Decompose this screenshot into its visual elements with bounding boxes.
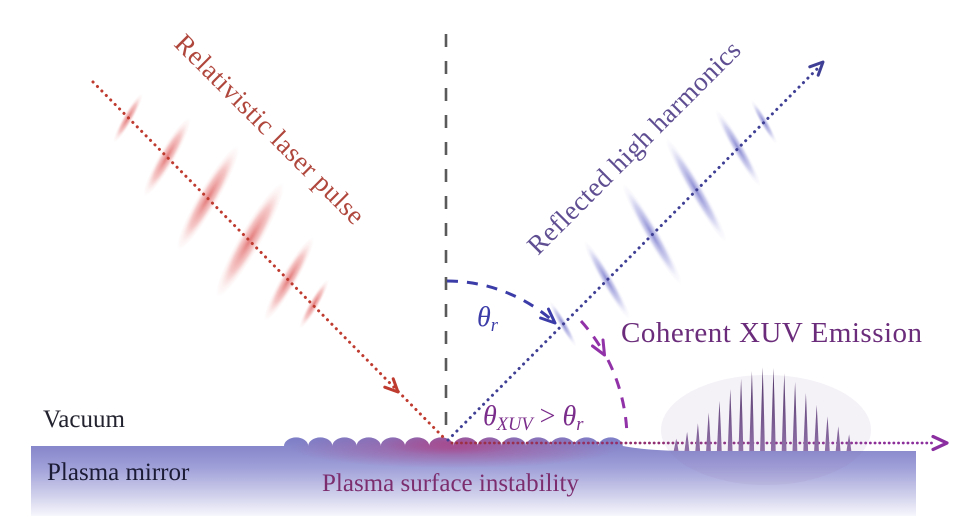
incident-arrowhead-icon <box>383 377 400 394</box>
xuv-spike <box>770 368 776 451</box>
xuv-spike <box>824 416 830 451</box>
xuv-spike <box>727 389 733 451</box>
xuv-pulse-train <box>673 367 852 451</box>
vacuum-region-label: Vacuum <box>43 406 125 433</box>
plasma-mirror-band <box>31 437 916 516</box>
xuv-spike <box>814 404 819 451</box>
xuv-spike <box>781 373 787 451</box>
xuv-spike <box>706 412 711 451</box>
theta-xuv-inequality-label: θXUV > θr <box>483 401 583 433</box>
greater-than-operator: > <box>539 401 556 432</box>
incident-beam-line <box>91 80 448 442</box>
reflected-beam-line <box>446 60 825 442</box>
xuv-spike <box>673 438 679 451</box>
xuv-spike <box>835 426 841 451</box>
theta-xuv-subscript: XUV <box>496 414 533 435</box>
theta-r-symbol: θ <box>477 302 491 333</box>
theta-r-label: θr <box>477 302 498 334</box>
reflected-arrowhead-icon <box>808 60 825 77</box>
xuv-beam-line <box>450 434 949 452</box>
xuv-train-halo <box>661 375 871 485</box>
theta-r-arc <box>446 279 557 325</box>
xuv-spike <box>760 367 765 451</box>
xuv-spike <box>684 431 690 451</box>
xuv-spike <box>749 371 755 451</box>
xuv-spike <box>695 423 701 451</box>
theta-xuv-symbol: θ <box>483 401 497 432</box>
xuv-emission-title: Coherent XUV Emission <box>621 317 923 349</box>
xuv-spike <box>738 378 744 451</box>
xuv-spike <box>803 393 809 451</box>
plasma-hot-spot <box>290 437 620 468</box>
xuv-spike <box>846 434 852 451</box>
theta-xuv-arrowhead-icon <box>591 338 606 357</box>
xuv-spike <box>792 381 798 451</box>
theta-r-subscript-2: r <box>576 414 584 435</box>
xuv-arrowhead-icon <box>931 434 949 452</box>
theta-r-subscript: r <box>490 315 498 336</box>
surface-instability-label: Plasma surface instability <box>322 470 579 497</box>
theta-xuv-arc <box>579 319 629 437</box>
theta-r-symbol-2: θ <box>562 401 577 432</box>
theta-r-arrowhead-icon <box>539 307 557 325</box>
plasma-mirror-label: Plasma mirror <box>47 459 190 486</box>
xuv-spike <box>716 400 722 451</box>
